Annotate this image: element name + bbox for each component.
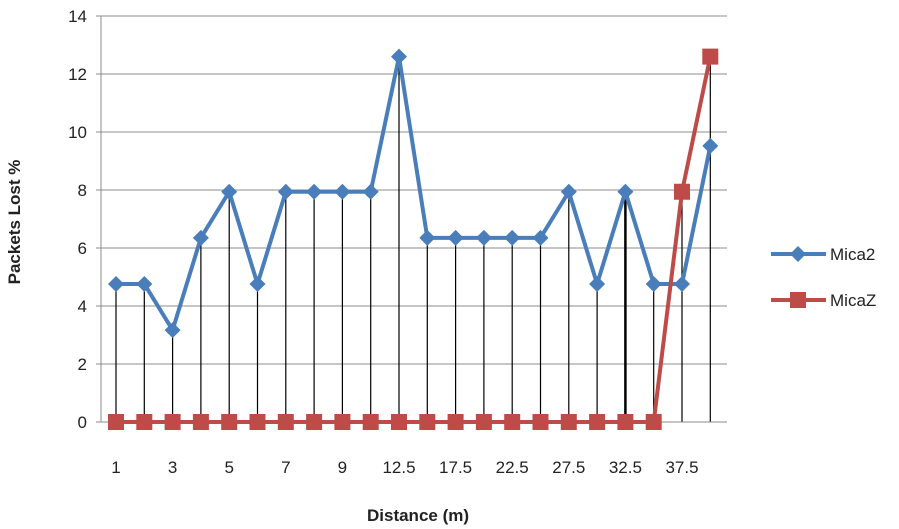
data-point <box>560 414 577 430</box>
y-tick-label: 12 <box>68 65 87 84</box>
data-point <box>221 183 238 200</box>
data-point <box>702 137 719 154</box>
legend-marker <box>790 292 806 308</box>
x-tick-label: 32.5 <box>609 458 642 477</box>
data-point <box>560 183 577 200</box>
x-tick-label: 22.5 <box>496 458 529 477</box>
legend-label: Mica2 <box>830 245 875 264</box>
legend: Mica2 MicaZ <box>771 245 876 310</box>
data-point <box>362 183 379 200</box>
data-point <box>277 183 294 200</box>
data-point <box>645 275 662 292</box>
data-point <box>589 275 606 292</box>
x-tick-label: 9 <box>338 458 347 477</box>
data-point <box>702 48 719 65</box>
x-tick-label: 37.5 <box>665 458 698 477</box>
gridlines <box>96 15 727 423</box>
x-tick-label: 12.5 <box>382 458 415 477</box>
data-point <box>674 183 690 200</box>
data-point <box>475 229 492 246</box>
x-tick-label: 1 <box>111 458 120 477</box>
data-point <box>108 414 124 430</box>
y-tick-label: 8 <box>78 181 87 200</box>
data-point <box>419 229 436 246</box>
data-point <box>136 414 153 430</box>
data-point <box>249 275 266 292</box>
series-micaz <box>108 48 719 430</box>
data-point <box>108 275 124 292</box>
y-tick-label: 2 <box>78 355 87 374</box>
data-point <box>362 414 379 430</box>
x-tick-label: 27.5 <box>552 458 585 477</box>
data-point <box>617 414 634 430</box>
y-tick-label: 4 <box>78 297 87 316</box>
data-point <box>391 414 407 430</box>
x-tick-label: 17.5 <box>439 458 472 477</box>
data-point <box>192 414 209 430</box>
drop-lines <box>115 56 711 422</box>
x-tick-label: 7 <box>281 458 290 477</box>
x-tick-label: 5 <box>224 458 233 477</box>
data-point <box>532 414 549 430</box>
series-layer <box>108 48 719 430</box>
data-point <box>419 414 436 430</box>
data-point <box>164 322 181 339</box>
data-point <box>391 48 407 65</box>
data-point <box>221 414 238 430</box>
data-point <box>589 414 606 430</box>
data-point <box>447 414 464 430</box>
data-point <box>475 414 492 430</box>
y-tick-label: 6 <box>78 239 87 258</box>
data-point <box>249 414 266 430</box>
data-point <box>504 229 521 246</box>
x-tick-labels: 1 3 5 7 9 12.5 17.5 22.5 27.5 32.5 37.5 <box>111 458 698 477</box>
data-point <box>164 414 181 430</box>
data-point <box>674 275 690 292</box>
series-line <box>116 54 713 333</box>
data-point <box>532 229 549 246</box>
y-tick-label: 0 <box>78 413 87 432</box>
x-tick-label: 3 <box>168 458 177 477</box>
y-tick-label: 14 <box>68 7 87 26</box>
data-point <box>306 183 323 200</box>
y-tick-label: 10 <box>68 123 87 142</box>
data-point <box>334 183 351 200</box>
data-point <box>136 275 153 292</box>
data-point <box>306 414 323 430</box>
data-point <box>504 414 521 430</box>
data-point <box>192 229 209 246</box>
y-tick-labels: 0 2 4 6 8 10 12 14 <box>68 7 87 432</box>
data-point <box>277 414 294 430</box>
data-point <box>334 414 351 430</box>
series-mica2 <box>108 48 719 339</box>
data-point <box>645 414 662 430</box>
series-line <box>116 56 713 424</box>
data-point <box>447 229 464 246</box>
x-axis-title: Distance (m) <box>367 506 469 525</box>
data-point <box>617 183 634 200</box>
y-axis-title: Packets Lost % <box>5 160 24 285</box>
legend-marker <box>790 246 806 262</box>
legend-label: MicaZ <box>830 291 876 310</box>
